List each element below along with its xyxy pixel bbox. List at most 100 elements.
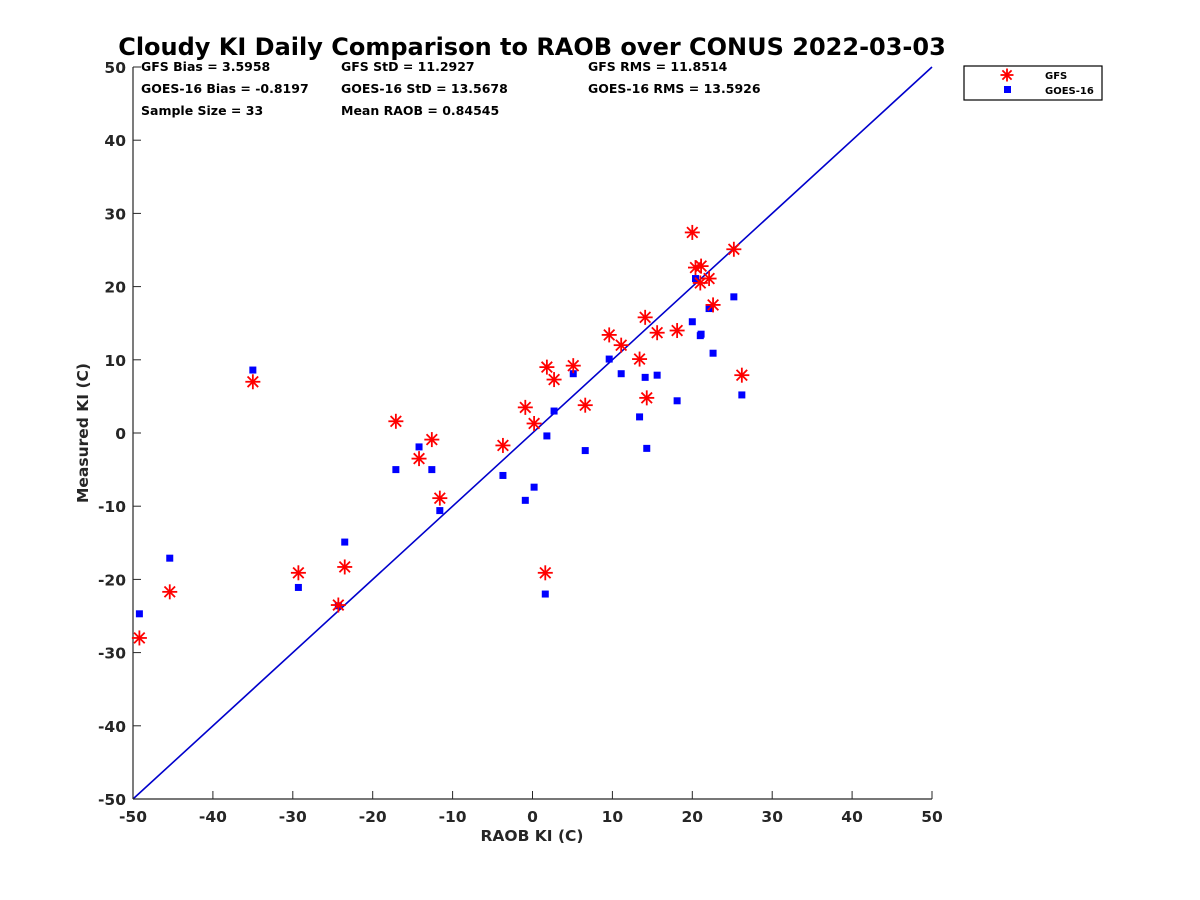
y-tick-label: 10 (104, 352, 126, 370)
legend-gfs-label: GFS (1045, 71, 1067, 82)
y-tick-label: -30 (98, 645, 126, 663)
goes-16-point (436, 507, 444, 515)
goes-16-point (569, 370, 577, 378)
gfs-point (388, 413, 404, 429)
goes-16-point (294, 583, 302, 591)
stat-goes-bias: GOES-16 Bias = -0.8197 (141, 81, 309, 96)
gfs-point (539, 359, 555, 375)
gfs-point (693, 258, 709, 274)
gfs-point (330, 597, 346, 613)
x-tick-label: 30 (761, 808, 783, 826)
stat-gfs-std: GFS StD = 11.2927 (341, 59, 475, 74)
goes-16-point (653, 371, 661, 379)
goes-16-point (641, 373, 649, 381)
gfs-point (162, 584, 178, 600)
data-points (131, 224, 750, 646)
gfs-point (245, 374, 261, 390)
gfs-point (734, 367, 750, 383)
stat-mean-raob: Mean RAOB = 0.84545 (341, 103, 499, 118)
goes-16-point (636, 413, 644, 421)
stat-gfs-rms: GFS RMS = 11.8514 (588, 59, 728, 74)
legend-goes-label: GOES-16 (1045, 86, 1094, 97)
gfs-point (701, 271, 717, 287)
y-tick-label: -10 (98, 498, 126, 516)
goes-16-point (530, 483, 538, 491)
gfs-point (726, 241, 742, 257)
gfs-point (546, 372, 562, 388)
gfs-point (290, 565, 306, 581)
y-tick-label: 0 (115, 425, 126, 443)
gfs-point (613, 337, 629, 353)
goes-16-point (643, 444, 651, 452)
gfs-point (424, 432, 440, 448)
gfs-point (337, 559, 353, 575)
goes-16-point (166, 554, 174, 562)
goes-16-point (341, 538, 349, 546)
gfs-point (639, 390, 655, 406)
goes-16-point (543, 432, 551, 440)
goes-16-point (709, 349, 717, 357)
goes-16-point (249, 366, 257, 374)
y-tick-label: 40 (104, 132, 126, 150)
goes-16-point (688, 318, 696, 326)
gfs-point (637, 309, 653, 325)
one-to-one-line (132, 66, 933, 800)
ticks: -50 -40 -30 -20 -10 0 10 20 30 40 50 -50 -40 -30 -20 -1… (98, 59, 943, 826)
x-tick-label: -50 (119, 808, 147, 826)
goes-16-point (550, 407, 558, 415)
legend-gfs-asterisk-icon (1000, 68, 1014, 82)
gfs-point (565, 358, 581, 374)
gfs-point (526, 415, 542, 431)
goes-16-point (730, 293, 738, 301)
gfs-point (131, 630, 147, 646)
goes-16-point (428, 466, 436, 474)
chart-title: Cloudy KI Daily Comparison to RAOB over … (118, 33, 946, 61)
gfs-point (669, 323, 685, 339)
legend-gfs-asterisk (1000, 68, 1014, 82)
legend-goes-square-icon (1004, 86, 1011, 93)
y-tick-label: -50 (98, 791, 126, 809)
x-tick-label: 0 (527, 808, 538, 826)
stats-block: GFS Bias = 3.5958 GFS StD = 11.2927 GFS … (141, 59, 761, 118)
y-tick-label: 20 (104, 279, 126, 297)
gfs-point (705, 297, 721, 313)
x-tick-label: -30 (279, 808, 307, 826)
goes-16-point (521, 496, 529, 504)
gfs-point (632, 351, 648, 367)
gfs-point (601, 327, 617, 343)
gfs-point (537, 565, 553, 581)
goes-16-point (392, 466, 400, 474)
y-tick-label: 50 (104, 59, 126, 77)
goes-16-point (738, 391, 746, 399)
goes-16-point (541, 590, 549, 598)
legend-box (963, 65, 1103, 101)
x-tick-label: -40 (199, 808, 227, 826)
y-axis-label: Measured KI (C) (74, 363, 92, 503)
goes-16-point (617, 370, 625, 378)
goes-16-point (697, 330, 705, 338)
y-tick-label: -40 (98, 718, 126, 736)
gfs-point (577, 397, 593, 413)
stat-goes-std: GOES-16 StD = 13.5678 (341, 81, 508, 96)
gfs-point (684, 224, 700, 240)
x-tick-label: 20 (682, 808, 704, 826)
goes-16-point (605, 355, 613, 363)
y-tick-label: 30 (104, 205, 126, 223)
x-tick-label: 40 (841, 808, 863, 826)
goes-16-point (499, 471, 507, 479)
goes-16-point (673, 397, 681, 405)
x-tick-label: -20 (359, 808, 387, 826)
stat-gfs-bias: GFS Bias = 3.5958 (141, 59, 270, 74)
stat-goes-rms: GOES-16 RMS = 13.5926 (588, 81, 761, 96)
y-tick-label: -20 (98, 571, 126, 589)
gfs-point (649, 325, 665, 341)
x-tick-label: -10 (439, 808, 467, 826)
goes-16-point (581, 447, 589, 455)
x-tick-label: 10 (602, 808, 624, 826)
goes-16-point (135, 610, 143, 618)
legend: GFS GOES-16 (963, 65, 1103, 101)
goes-16-point (415, 443, 423, 451)
gfs-point (411, 451, 427, 467)
stat-sample-size: Sample Size = 33 (141, 103, 263, 118)
